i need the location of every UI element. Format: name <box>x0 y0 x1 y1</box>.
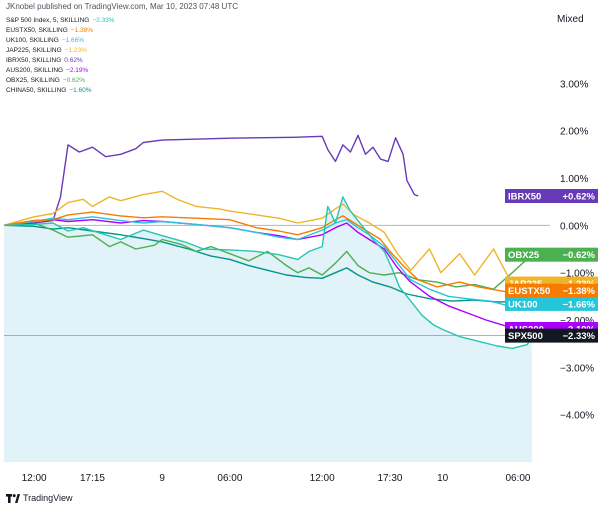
legend-change: −1.23% <box>64 47 87 54</box>
ibrx50-badge <box>505 188 598 203</box>
obx25-line <box>3 222 533 290</box>
legend-label: OBX25, SKILLING <box>6 77 60 84</box>
footer-brand: TradingView <box>6 493 73 503</box>
obx25-badge-name: OBX25 <box>508 250 540 261</box>
footer-brand-text: TradingView <box>23 493 73 503</box>
spx500-area <box>4 196 532 462</box>
legend-label: S&P 500 Index, 5, SKILLING <box>6 17 90 24</box>
publisher-line: JKnobel published on TradingView.com, Ma… <box>6 2 238 11</box>
legend-change: −1.66% <box>61 37 84 44</box>
scale-mode-label[interactable]: Mixed <box>557 14 584 25</box>
x-tick-label: 17:30 <box>377 473 402 484</box>
legend-label: AUS200, SKILLING <box>6 67 64 74</box>
ibrx50-line <box>3 134 419 226</box>
legend-change: −1.38% <box>70 27 94 34</box>
legend-label: JAP225, SKILLING <box>6 47 62 54</box>
x-tick-label: 06:00 <box>505 473 530 484</box>
eustx50-line <box>3 211 532 293</box>
uk100-line <box>3 216 532 307</box>
series-legend: S&P 500 Index, 5, SKILLING −2.33% EUSTX50… <box>6 16 115 96</box>
legend-label: IBRX50, SKILLING <box>6 57 62 64</box>
eustx50-badge-value: −1.38% <box>563 286 596 297</box>
legend-row-jap225[interactable]: JAP225, SKILLING −1.23% <box>6 46 115 56</box>
x-tick-label: 12:00 <box>310 473 335 484</box>
spx500-badge-value: −2.33% <box>563 331 596 342</box>
y-tick-label: −2.00% <box>560 316 594 327</box>
x-tick-label: 17:15 <box>80 473 105 484</box>
legend-label: CHINA50, SKILLING <box>6 87 67 94</box>
y-tick-label: −3.00% <box>560 363 594 374</box>
legend-row-spx[interactable]: S&P 500 Index, 5, SKILLING −2.33% <box>6 16 115 26</box>
y-tick-label: 1.00% <box>560 174 588 185</box>
obx25-badge-value: −0.62% <box>563 250 596 261</box>
legend-label: UK100, SKILLING <box>6 37 59 44</box>
uk100-badge-value: −1.66% <box>563 299 596 310</box>
y-tick-label: 0.00% <box>560 221 588 232</box>
ibrx50-badge-name: IBRX50 <box>508 191 541 202</box>
legend-change: −0.62% <box>62 77 86 84</box>
x-tick-label: 9 <box>159 473 165 484</box>
legend-row-obx25[interactable]: OBX25, SKILLING −0.62% <box>6 76 115 86</box>
uk100-badge-name: UK100 <box>508 299 538 310</box>
obx25-badge <box>505 247 598 262</box>
legend-change: −2.19% <box>66 67 89 74</box>
y-tick-label: 2.00% <box>560 127 588 138</box>
y-tick-label: 3.00% <box>560 79 588 90</box>
x-tick-label: 06:00 <box>217 473 242 484</box>
legend-change: −1.60% <box>69 87 92 94</box>
spx500-badge <box>505 328 598 343</box>
legend-row-eustx50[interactable]: EUSTX50, SKILLING −1.38% <box>6 26 115 36</box>
legend-row-china50[interactable]: CHINA50, SKILLING −1.60% <box>6 86 115 96</box>
tradingview-logo-icon <box>6 493 20 503</box>
legend-change: 0.62% <box>64 57 83 64</box>
uk100-badge <box>505 296 598 311</box>
y-tick-label: −4.00% <box>560 411 594 422</box>
x-tick-label: 12:00 <box>22 473 47 484</box>
spx500-badge-name: SPX500 <box>508 331 543 342</box>
legend-label: EUSTX50, SKILLING <box>6 27 68 34</box>
x-tick-label: 10 <box>437 473 449 484</box>
legend-row-aus200[interactable]: AUS200, SKILLING −2.19% <box>6 66 115 76</box>
jap225-line <box>3 190 533 285</box>
eustx50-badge <box>505 283 598 298</box>
eustx50-badge-name: EUSTX50 <box>508 286 550 297</box>
legend-row-ibrx50[interactable]: IBRX50, SKILLING 0.62% <box>6 56 115 66</box>
aus200-line <box>3 218 532 330</box>
ibrx50-badge-value: +0.62% <box>563 191 596 202</box>
y-tick-label: −1.00% <box>560 269 594 280</box>
china50-line <box>3 224 532 303</box>
legend-change: −2.33% <box>92 17 115 24</box>
legend-row-uk100[interactable]: UK100, SKILLING −1.66% <box>6 36 115 46</box>
spx500-line <box>3 196 533 350</box>
